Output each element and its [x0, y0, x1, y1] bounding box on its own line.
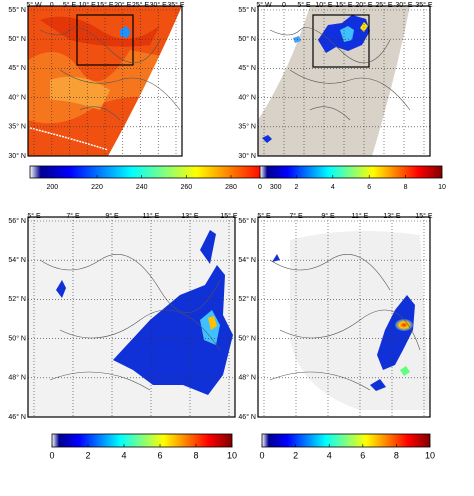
lon-label: 7° E [66, 212, 80, 220]
coastline [39, 27, 181, 121]
lon-label: 5° E [257, 212, 271, 220]
lon-label: 25° E [132, 1, 150, 9]
lon-label: 15° E [335, 1, 353, 9]
lat-label: 48° N [238, 374, 256, 382]
lat-label: 50° N [238, 334, 256, 342]
lon-label: 35° E [167, 1, 185, 9]
lat-label: 35° N [8, 123, 26, 131]
lon-label: 5° W [26, 1, 42, 9]
colorbar-label: 240 [136, 184, 148, 191]
map-frame [27, 216, 236, 418]
colorbar-label: 4 [327, 450, 332, 460]
lat-label: 46° N [8, 413, 26, 421]
colorbar-label: 0 [259, 450, 264, 460]
colorbar-label: 8 [193, 450, 198, 460]
lon-label: 20° E [114, 1, 132, 9]
colorbar-label: 8 [394, 450, 399, 460]
lat-label: 55° N [8, 6, 26, 14]
map-frame [257, 5, 431, 157]
lat-label: 56° N [8, 217, 26, 225]
map-frame [257, 216, 431, 418]
lon-label: 30° E [395, 1, 413, 9]
lon-label: 5° W [256, 1, 272, 9]
colorbar-label: 6 [157, 450, 162, 460]
coastline [39, 254, 221, 391]
lon-label: 5° E [297, 1, 311, 9]
colorbar [29, 165, 299, 179]
colorbar-label: 6 [360, 450, 365, 460]
lon-label: 30° E [150, 1, 168, 9]
lon-label: 9° E [321, 212, 335, 220]
colorbar-label: 4 [331, 184, 335, 191]
colorbar-label: 10 [438, 184, 446, 191]
lat-label: 46° N [238, 413, 256, 421]
colorbar-label: 200 [46, 184, 58, 191]
colorbar [261, 433, 431, 448]
lon-label: 10° E [315, 1, 333, 9]
colorbar-label: 2 [294, 184, 298, 191]
lat-label: 55° N [238, 6, 256, 14]
lon-label: 0 [282, 2, 286, 9]
lat-label: 52° N [8, 295, 26, 303]
colorbar-label: 6 [367, 184, 371, 191]
lon-label: 13° E [383, 212, 401, 220]
coastline [269, 27, 411, 121]
colorbar-label: 280 [225, 184, 237, 191]
lat-label: 54° N [8, 256, 26, 264]
lon-label: 13° E [181, 212, 199, 220]
lon-label: 11° E [352, 212, 369, 220]
lat-label: 48° N [8, 374, 26, 382]
lat-label: 50° N [8, 35, 26, 43]
lat-label: 35° N [238, 123, 256, 131]
lon-label: 15° E [415, 212, 433, 220]
map-zoom-b [272, 231, 430, 410]
lon-label: 15° E [96, 1, 114, 9]
lat-label: 30° N [8, 152, 26, 160]
lat-label: 45° N [238, 64, 256, 72]
lon-label: 9° E [105, 212, 119, 220]
colorbar-label: 2 [293, 450, 298, 460]
lon-label: 20° E [355, 1, 373, 9]
lat-label: 45° N [8, 64, 26, 72]
colorbar-label: 2 [85, 450, 90, 460]
lat-label: 30° N [238, 152, 256, 160]
map-frame [27, 5, 183, 157]
lon-label: 35° E [415, 1, 433, 9]
colorbar-label: 8 [404, 184, 408, 191]
colorbar-label: 4 [121, 450, 126, 460]
lon-label: 11° E [143, 212, 160, 220]
lon-label: 7° E [289, 212, 303, 220]
colorbar [259, 165, 443, 179]
colorbar-label: 220 [91, 184, 103, 191]
lat-label: 40° N [238, 93, 256, 101]
lat-label: 50° N [8, 334, 26, 342]
colorbar-label: 0 [258, 184, 262, 191]
colorbar-label: 260 [180, 184, 192, 191]
lon-label: 15° E [220, 212, 238, 220]
lon-label: 5° E [63, 1, 77, 9]
colorbar-label: 10 [227, 450, 237, 460]
lon-label: 0 [50, 2, 54, 9]
map-precipitation-swath [258, 6, 410, 156]
colorbar-label: 0 [49, 450, 54, 460]
lat-label: 52° N [238, 295, 256, 303]
colorbar-label: 10 [425, 450, 435, 460]
lat-label: 54° N [238, 256, 256, 264]
lon-label: 10° E [79, 1, 97, 9]
lat-label: 56° N [238, 217, 256, 225]
lon-label: 25° E [375, 1, 393, 9]
lat-label: 50° N [238, 35, 256, 43]
colorbar-label: 300 [270, 184, 282, 191]
lat-label: 40° N [8, 93, 26, 101]
colorbar [51, 433, 233, 448]
map-zoom-a [28, 217, 235, 417]
lon-label: 5° E [27, 212, 41, 220]
